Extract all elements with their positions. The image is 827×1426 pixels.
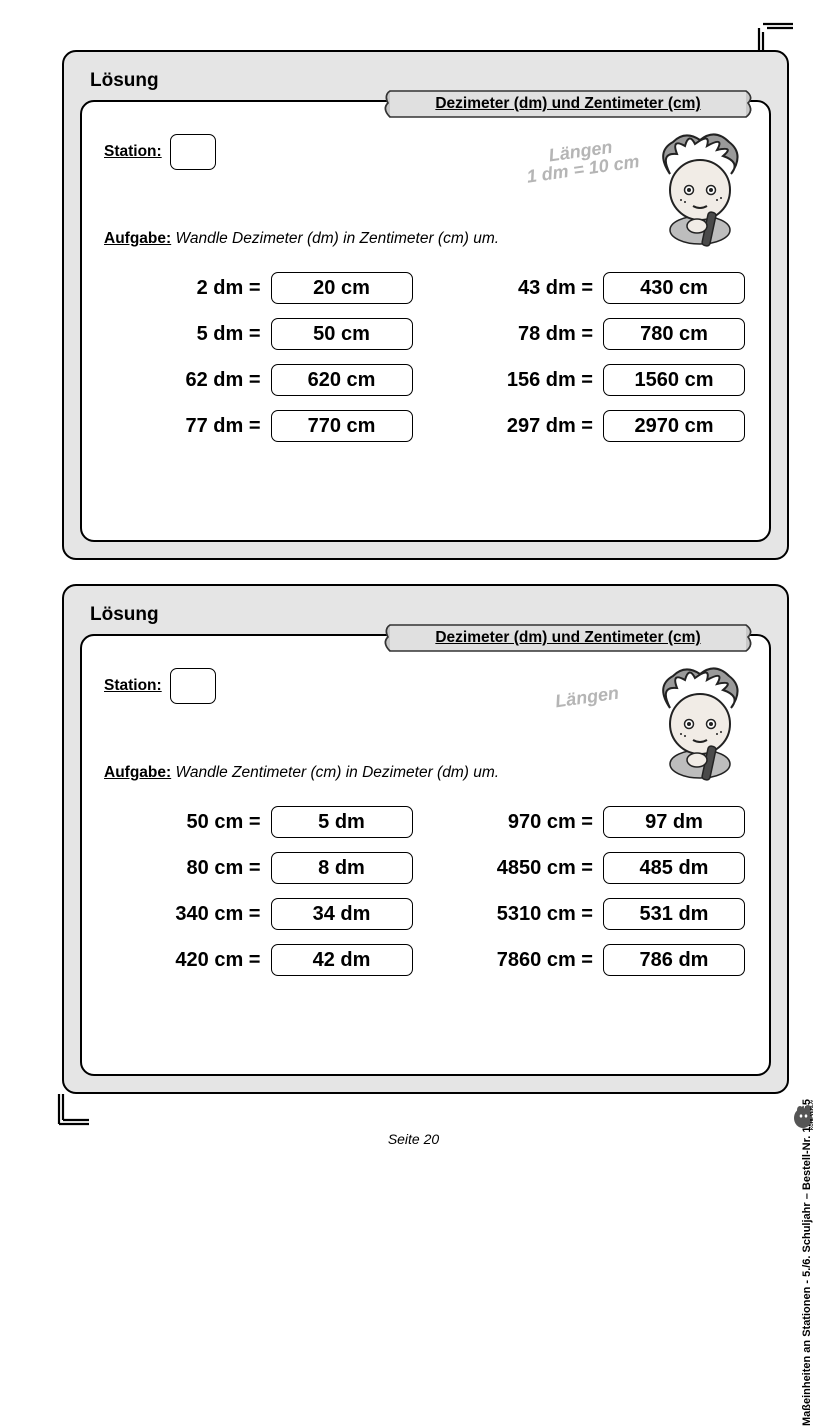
answer-pair: 340 cm =34 dm (106, 898, 413, 930)
answer-box[interactable]: 2970 cm (603, 410, 745, 442)
answer-pair: 420 cm =42 dm (106, 944, 413, 976)
answer-pair: 5 dm =50 cm (106, 318, 413, 350)
answer-box[interactable]: 50 cm (271, 318, 413, 350)
station-label: Station: (104, 143, 162, 161)
task-text: Wandle Zentimeter (cm) in Dezimeter (dm)… (171, 764, 499, 781)
answer-pair: 297 dm =2970 cm (439, 410, 746, 442)
station-input[interactable] (170, 134, 216, 170)
banner-text: Dezimeter (dm) und Zentimeter (cm) (378, 95, 758, 113)
answer-box[interactable]: 20 cm (271, 272, 413, 304)
card-inner: Dezimeter (dm) und Zentimeter (cm) Stati… (80, 100, 771, 542)
answer-pair: 77 dm =770 cm (106, 410, 413, 442)
answer-box[interactable]: 8 dm (271, 852, 413, 884)
answer-pair: 7860 cm =786 dm (439, 944, 746, 976)
answer-pair: 43 dm =430 cm (439, 272, 746, 304)
answer-pair: 78 dm =780 cm (439, 318, 746, 350)
answer-pair: 80 cm =8 dm (106, 852, 413, 884)
answer-pair: 5310 cm =531 dm (439, 898, 746, 930)
answer-pair: 2 dm =20 cm (106, 272, 413, 304)
worksheet-card-2: Lösung Dezimeter (dm) und Zentimeter (cm… (62, 584, 789, 1094)
task-text: Wandle Dezimeter (dm) in Zentimeter (cm)… (171, 230, 499, 247)
station-input[interactable] (170, 668, 216, 704)
answer-pair: 62 dm =620 cm (106, 364, 413, 396)
answer-box[interactable]: 34 dm (271, 898, 413, 930)
mascot-icon (645, 132, 755, 257)
answer-pair: 4850 cm =485 dm (439, 852, 746, 884)
task-label: Aufgabe: (104, 764, 171, 781)
answer-box[interactable]: 786 dm (603, 944, 745, 976)
page-number: Seite 20 (0, 1131, 827, 1147)
answer-box[interactable]: 770 cm (271, 410, 413, 442)
answer-box[interactable]: 97 dm (603, 806, 745, 838)
answers-grid: 50 cm =5 dm 970 cm =97 dm 80 cm =8 dm 48… (106, 806, 745, 976)
answer-box[interactable]: 5 dm (271, 806, 413, 838)
task-label: Aufgabe: (104, 230, 171, 247)
answer-box[interactable]: 531 dm (603, 898, 745, 930)
answers-grid: 2 dm =20 cm 43 dm =430 cm 5 dm =50 cm 78… (106, 272, 745, 442)
mascot-icon (645, 666, 755, 791)
answer-box[interactable]: 42 dm (271, 944, 413, 976)
answer-box[interactable]: 620 cm (271, 364, 413, 396)
answer-pair: 50 cm =5 dm (106, 806, 413, 838)
card-inner: Dezimeter (dm) und Zentimeter (cm) Stati… (80, 634, 771, 1076)
answer-pair: 156 dm =1560 cm (439, 364, 746, 396)
banner-text: Dezimeter (dm) und Zentimeter (cm) (378, 629, 758, 647)
answer-box[interactable]: 780 cm (603, 318, 745, 350)
side-note: Maßeinheiten an Stationen - 5./6. Schulj… (801, 1099, 813, 1426)
worksheet-card-1: Lösung Dezimeter (dm) und Zentimeter (cm… (62, 50, 789, 560)
title-banner: Dezimeter (dm) und Zentimeter (cm) (378, 85, 758, 125)
answer-box[interactable]: 485 dm (603, 852, 745, 884)
page-content: Lösung Dezimeter (dm) und Zentimeter (cm… (0, 0, 827, 1128)
publisher-logo: KOHL VERLAG (791, 1100, 821, 1141)
title-banner: Dezimeter (dm) und Zentimeter (cm) (378, 619, 758, 659)
station-label: Station: (104, 677, 162, 695)
svg-text:KOHL VERLAG: KOHL VERLAG (809, 1100, 814, 1130)
answer-pair: 970 cm =97 dm (439, 806, 746, 838)
answer-box[interactable]: 430 cm (603, 272, 745, 304)
answer-box[interactable]: 1560 cm (603, 364, 745, 396)
